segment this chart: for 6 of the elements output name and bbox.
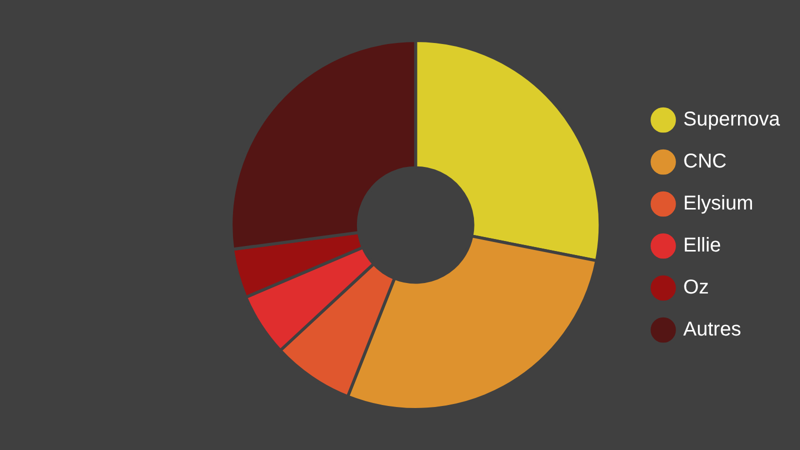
legend-label: CNC	[683, 150, 727, 173]
legend-label: Ellie	[683, 234, 722, 257]
legend-label: Autres	[683, 318, 742, 341]
legend-label: Elysium	[683, 192, 754, 215]
legend-label: Oz	[683, 276, 709, 299]
legend-label: Supernova	[683, 108, 781, 131]
